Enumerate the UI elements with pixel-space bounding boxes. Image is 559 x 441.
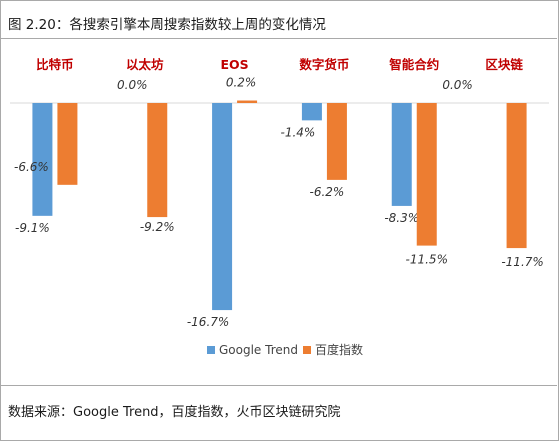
data-label: 0.2%	[226, 76, 257, 90]
data-label: 0.0%	[117, 78, 148, 92]
data-label: -16.7%	[187, 315, 229, 329]
data-label: -6.2%	[310, 185, 345, 199]
figure-caption: 图 2.20：各搜索引擎本周搜索指数较上周的变化情况	[8, 17, 326, 33]
google-trend-bar	[391, 103, 412, 206]
data-label: -6.6%	[14, 160, 49, 174]
google-trend-bar	[301, 103, 322, 121]
baidu-index-bar	[506, 103, 527, 249]
data-label: 0.0%	[442, 78, 473, 92]
data-label: -9.2%	[140, 220, 175, 234]
baidu-index-bar	[237, 100, 258, 103]
data-label: -9.1%	[15, 221, 50, 235]
category-label: EOS	[220, 57, 248, 72]
data-label: -8.3%	[384, 211, 419, 225]
figure-source: 数据来源：Google Trend，百度指数，火币区块链研究院	[8, 405, 341, 420]
category-label: 比特币	[36, 57, 74, 72]
legend-swatch-baidu	[303, 346, 311, 354]
caption-divider	[0, 38, 557, 39]
category-label: 以太坊	[126, 57, 164, 72]
baidu-index-bar	[416, 103, 437, 246]
data-label: -11.5%	[406, 253, 448, 267]
baidu-index-bar	[326, 103, 347, 180]
google-trend-bar	[212, 103, 233, 311]
category-label: 区块链	[485, 57, 523, 72]
data-label: -11.7%	[501, 255, 543, 269]
data-label: -1.4%	[281, 125, 316, 139]
source-divider	[0, 385, 557, 386]
legend-label: 百度指数	[315, 342, 363, 357]
google-trend-bar	[32, 103, 53, 216]
baidu-index-bar	[147, 103, 168, 218]
category-label: 智能合约	[388, 57, 439, 72]
category-label: 数字货币	[298, 57, 349, 72]
baidu-index-bar	[57, 103, 78, 185]
legend-label: Google Trend	[219, 343, 298, 357]
legend-swatch-google	[207, 346, 215, 354]
